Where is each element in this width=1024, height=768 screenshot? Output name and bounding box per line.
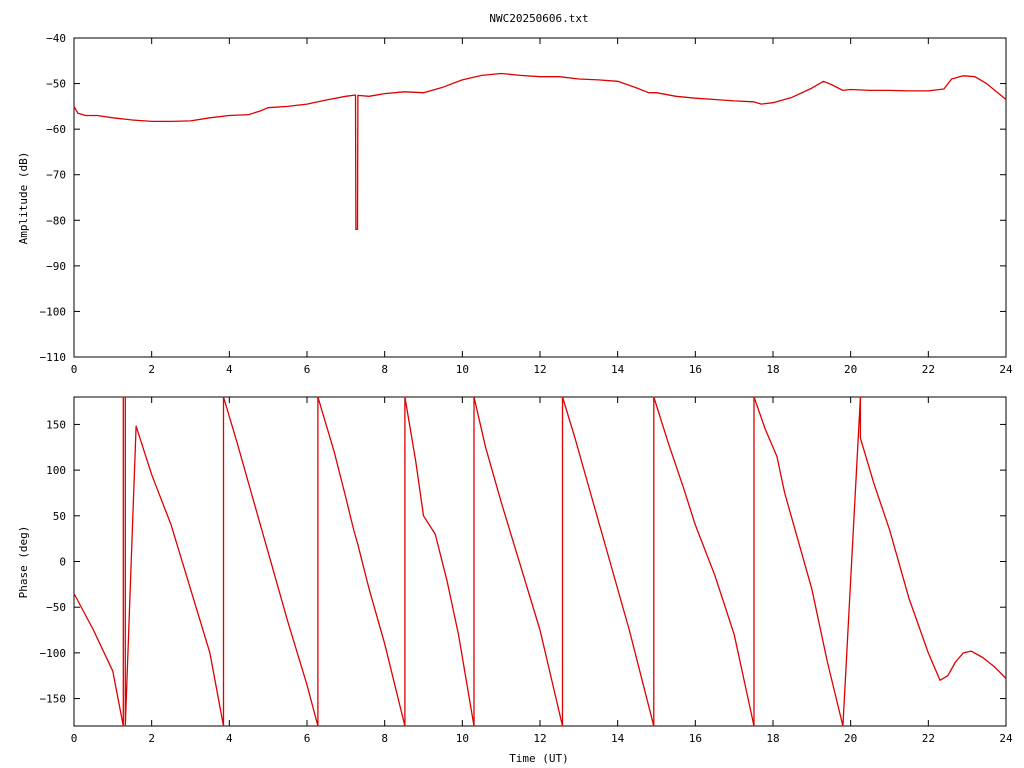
amplitude-series-line <box>73 72 1007 231</box>
phase-xtick-label: 24 <box>999 732 1013 745</box>
amplitude-ytick-label: −70 <box>46 169 66 182</box>
phase-xtick-label: 22 <box>922 732 935 745</box>
amplitude-xtick-label: 12 <box>533 363 546 376</box>
phase-xtick-label: 6 <box>304 732 311 745</box>
phase-ylabel: Phase (deg) <box>17 526 30 599</box>
amplitude-xtick-label: 22 <box>922 363 935 376</box>
amplitude-xtick-label: 10 <box>456 363 469 376</box>
phase-ytick-label: −100 <box>40 647 67 660</box>
amplitude-ytick-label: −50 <box>46 78 66 91</box>
amplitude-xtick-label: 0 <box>71 363 78 376</box>
phase-ytick-label: 100 <box>46 464 66 477</box>
amplitude-xtick-label: 24 <box>999 363 1013 376</box>
phase-ytick-label: 0 <box>59 556 66 569</box>
phase-xtick-label: 2 <box>148 732 155 745</box>
time-xlabel: Time (UT) <box>509 752 569 765</box>
phase-ytick-label: −50 <box>46 601 66 614</box>
amplitude-xtick-label: 20 <box>844 363 857 376</box>
phase-series-line <box>73 396 1007 727</box>
phase-ytick-label: 50 <box>53 510 66 523</box>
amplitude-ytick-label: −110 <box>40 351 67 364</box>
amplitude-ytick-label: −80 <box>46 214 66 227</box>
phase-ytick-label: 150 <box>46 418 66 431</box>
phase-xtick-label: 14 <box>611 732 625 745</box>
amplitude-ytick-label: −90 <box>46 260 66 273</box>
phase-xtick-label: 8 <box>381 732 388 745</box>
amplitude-ytick-label: −60 <box>46 123 66 136</box>
amplitude-xtick-label: 6 <box>304 363 311 376</box>
phase-ytick-label: −150 <box>40 693 67 706</box>
phase-xtick-label: 12 <box>533 732 546 745</box>
amplitude-ytick-label: −40 <box>46 32 66 45</box>
amplitude-xtick-label: 16 <box>689 363 702 376</box>
amplitude-plot-frame <box>73 37 1007 358</box>
amplitude-xtick-label: 2 <box>148 363 155 376</box>
amplitude-ylabel: Amplitude (dB) <box>17 152 30 245</box>
amplitude-xtick-label: 4 <box>226 363 233 376</box>
amplitude-ytick-label: −100 <box>40 305 67 318</box>
amplitude-xtick-label: 18 <box>766 363 779 376</box>
phase-xtick-label: 4 <box>226 732 233 745</box>
phase-xtick-label: 16 <box>689 732 702 745</box>
amplitude-xtick-label: 14 <box>611 363 625 376</box>
chart-title: NWC20250606.txt <box>489 12 588 25</box>
phase-xtick-label: 20 <box>844 732 857 745</box>
phase-xtick-label: 10 <box>456 732 469 745</box>
phase-xtick-label: 0 <box>71 732 78 745</box>
phase-xtick-label: 18 <box>766 732 779 745</box>
amplitude-xtick-label: 8 <box>381 363 388 376</box>
